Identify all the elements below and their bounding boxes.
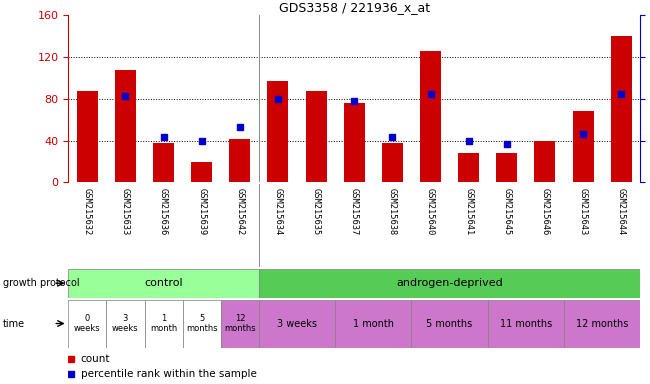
Text: androgen-deprived: androgen-deprived — [396, 278, 503, 288]
Bar — [68, 300, 107, 348]
Bar — [153, 143, 174, 182]
Bar — [259, 269, 640, 298]
Text: GSM215636: GSM215636 — [159, 189, 168, 236]
Text: GSM215646: GSM215646 — [540, 189, 549, 236]
Bar — [611, 36, 632, 182]
Text: time: time — [3, 318, 25, 329]
Text: GSM215643: GSM215643 — [578, 189, 588, 236]
Bar — [259, 300, 335, 348]
Bar — [458, 153, 479, 182]
Text: 3 weeks: 3 weeks — [277, 318, 317, 329]
Text: GSM215633: GSM215633 — [121, 189, 130, 236]
Text: GSM215639: GSM215639 — [197, 189, 206, 236]
Text: percentile rank within the sample: percentile rank within the sample — [81, 369, 257, 379]
Bar — [221, 300, 259, 348]
Title: GDS3358 / 221936_x_at: GDS3358 / 221936_x_at — [279, 1, 430, 14]
Text: 12
months: 12 months — [224, 314, 255, 333]
Bar — [335, 300, 411, 348]
Text: count: count — [81, 354, 110, 364]
Bar — [411, 300, 488, 348]
Text: GSM215642: GSM215642 — [235, 189, 244, 236]
Bar — [306, 91, 326, 182]
Bar — [573, 111, 593, 182]
Text: 12 months: 12 months — [576, 318, 629, 329]
Bar — [564, 300, 640, 348]
Bar — [497, 153, 517, 182]
Text: GSM215635: GSM215635 — [311, 189, 320, 236]
Bar — [77, 91, 98, 182]
Text: 3
weeks: 3 weeks — [112, 314, 138, 333]
Bar — [68, 269, 259, 298]
Bar — [115, 70, 136, 182]
Bar — [191, 162, 212, 182]
Text: GSM215634: GSM215634 — [274, 189, 283, 236]
Bar — [229, 139, 250, 182]
Text: GSM215641: GSM215641 — [464, 189, 473, 236]
Text: 11 months: 11 months — [500, 318, 552, 329]
Bar — [144, 300, 183, 348]
Text: GSM215637: GSM215637 — [350, 189, 359, 236]
Text: GSM215638: GSM215638 — [388, 189, 397, 236]
Text: control: control — [144, 278, 183, 288]
Bar — [420, 51, 441, 182]
Bar — [183, 300, 221, 348]
Text: 0
weeks: 0 weeks — [74, 314, 101, 333]
Bar — [534, 141, 555, 182]
Bar — [488, 300, 564, 348]
Text: 5 months: 5 months — [426, 318, 473, 329]
Text: GSM215640: GSM215640 — [426, 189, 435, 236]
Bar — [107, 300, 144, 348]
Text: GSM215632: GSM215632 — [83, 189, 92, 236]
Text: 5
months: 5 months — [186, 314, 218, 333]
Text: 1 month: 1 month — [353, 318, 394, 329]
Text: GSM215645: GSM215645 — [502, 189, 512, 236]
Bar — [268, 81, 289, 182]
Text: GSM215644: GSM215644 — [617, 189, 626, 236]
Bar — [344, 103, 365, 182]
Text: 1
month: 1 month — [150, 314, 177, 333]
Text: growth protocol: growth protocol — [3, 278, 80, 288]
Bar — [382, 143, 403, 182]
